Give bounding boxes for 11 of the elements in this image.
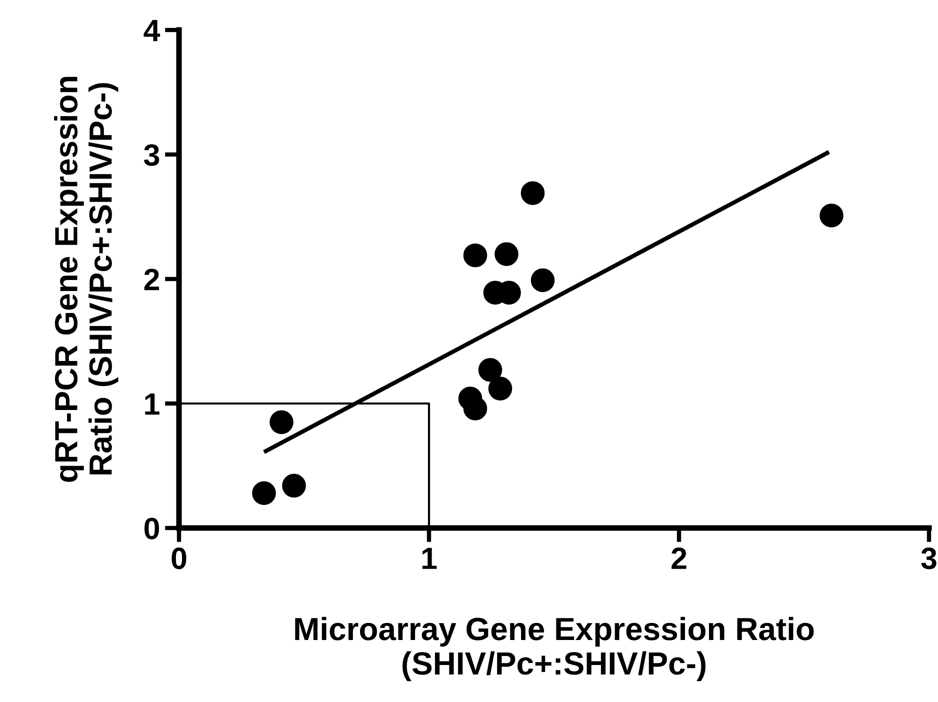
x-tick-label: 0 bbox=[172, 548, 186, 570]
y-axis-title: qRT-PCR Gene Expression Ratio (SHIV/Pc+:SHIV/Pc-) bbox=[54, 76, 118, 482]
x-tick-label: 1 bbox=[422, 548, 437, 569]
y-tick-label: 2 bbox=[144, 268, 160, 290]
x-axis-title: Microarray Gene Expression Ratio (SHIV/Pc+:SHIV/Pc-) bbox=[295, 616, 814, 682]
y-tick-label: 0 bbox=[144, 518, 159, 540]
y-tick-label: 4 bbox=[144, 20, 160, 42]
y-tick-label: 3 bbox=[144, 144, 160, 166]
x-tick-label: 2 bbox=[672, 548, 686, 569]
y-tick-label: 1 bbox=[145, 394, 160, 415]
x-tick-label: 3 bbox=[921, 548, 936, 570]
